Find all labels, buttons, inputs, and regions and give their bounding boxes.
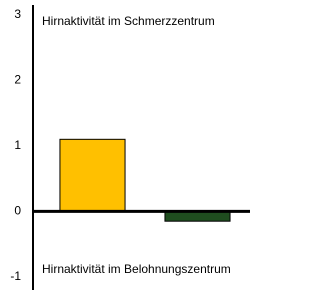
- bar: [59, 138, 126, 212]
- annotation: Hirnaktivität im Schmerzzentrum: [42, 14, 215, 28]
- y-tick-label: -1: [10, 269, 21, 283]
- y-tick-label: 2: [14, 73, 21, 87]
- chart: Hirnaktivität im Schmerzzentrum Hirnakti…: [10, 5, 250, 290]
- y-tick-label: 1: [14, 138, 21, 152]
- y-tick-label: 3: [14, 7, 21, 21]
- y-tick-label: 0: [14, 204, 21, 218]
- annotation: Hirnaktivität im Belohnungszentrum: [42, 262, 231, 276]
